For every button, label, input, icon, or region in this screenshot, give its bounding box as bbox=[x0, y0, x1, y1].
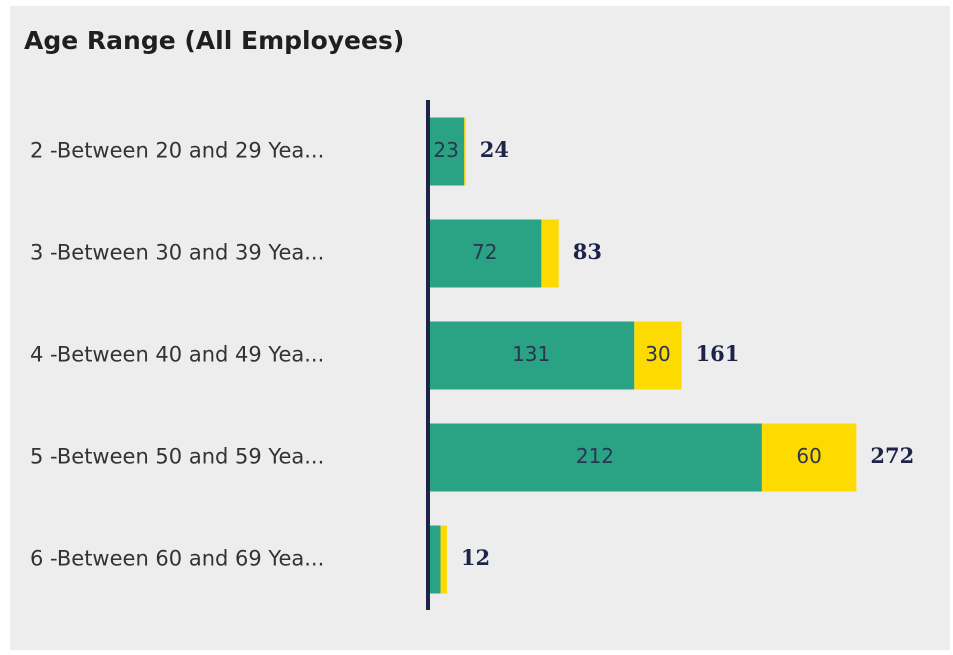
segment-label: 212 bbox=[576, 444, 614, 468]
segment-label: 72 bbox=[472, 240, 497, 264]
bar-segment bbox=[428, 219, 542, 288]
bar-segment bbox=[428, 117, 465, 186]
bar-segment bbox=[440, 525, 447, 594]
segment-label: 23 bbox=[433, 138, 458, 162]
bar-segment bbox=[541, 219, 559, 288]
category-label: 3 -Between 30 and 39 Yea... bbox=[30, 241, 324, 265]
total-label: 12 bbox=[461, 545, 490, 570]
bar-segment bbox=[761, 423, 857, 492]
bar-segment bbox=[428, 321, 635, 390]
category-label: 5 -Between 50 and 59 Yea... bbox=[30, 445, 324, 469]
category-label: 6 -Between 60 and 69 Yea... bbox=[30, 547, 324, 571]
bar-segment bbox=[428, 525, 441, 594]
total-label: 161 bbox=[696, 341, 740, 366]
chart-title: Age Range (All Employees) bbox=[24, 26, 404, 55]
total-label: 24 bbox=[480, 137, 509, 162]
bar-segment bbox=[634, 321, 682, 390]
total-label: 272 bbox=[870, 443, 914, 468]
segment-label: 131 bbox=[512, 342, 550, 366]
bar-segment bbox=[428, 423, 762, 492]
segment-label: 30 bbox=[645, 342, 670, 366]
category-label: 2 -Between 20 and 29 Yea... bbox=[30, 139, 324, 163]
total-label: 83 bbox=[573, 239, 602, 264]
segment-label: 60 bbox=[796, 444, 821, 468]
category-label: 4 -Between 40 and 49 Yea... bbox=[30, 343, 324, 367]
bar-segment bbox=[464, 117, 466, 186]
